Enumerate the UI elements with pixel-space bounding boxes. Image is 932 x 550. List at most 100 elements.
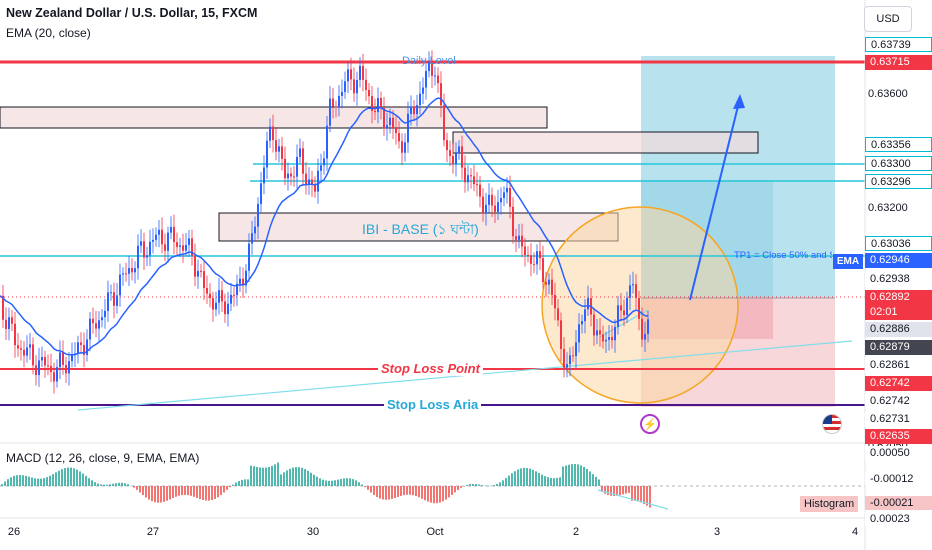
price-tag[interactable]: 0.63036 (865, 236, 932, 251)
price-tag[interactable]: 0.63300 (865, 156, 932, 171)
ibi-base-box[interactable] (218, 212, 619, 242)
candle-body (614, 326, 616, 341)
candle-body (551, 279, 553, 295)
macd-bar (142, 486, 144, 496)
price-tag[interactable]: 0.63739 (865, 37, 932, 52)
tp1-label[interactable]: TP1 = Close 50% and S (734, 250, 832, 261)
supply-box-2[interactable] (452, 131, 759, 154)
macd-bar (643, 486, 645, 505)
candle-body (443, 105, 445, 141)
macd-bar (439, 486, 441, 503)
price-tag[interactable]: 0.62886 (865, 322, 932, 337)
macd-bar (205, 486, 207, 501)
macd-bar (46, 477, 48, 486)
currency-button[interactable]: USD (864, 6, 912, 32)
price-tag[interactable]: 0.62879 (865, 340, 932, 355)
price-tag[interactable]: 0.63356 (865, 137, 932, 152)
macd-bar (295, 467, 297, 486)
candle-body (572, 355, 574, 357)
symbol-title[interactable]: New Zealand Dollar / U.S. Dollar, 15, FX… (6, 6, 258, 20)
ema-legend[interactable]: EMA (20, close) (6, 26, 91, 40)
projection-arrow[interactable] (689, 97, 741, 301)
price-tag[interactable]: 0.62731 (865, 412, 932, 427)
macd-bar (265, 467, 267, 486)
candle-body (29, 344, 31, 348)
price-tag[interactable]: 0.62635 (865, 429, 932, 444)
ema-line[interactable] (0, 97, 649, 356)
macd-bar (217, 486, 219, 498)
macd-bar (223, 486, 225, 493)
macd-bar (622, 486, 624, 495)
candle-body (557, 308, 559, 321)
macd-bar (343, 478, 345, 486)
macd-bar (289, 468, 291, 486)
supply-box-1[interactable] (0, 106, 548, 129)
candle-body (533, 263, 535, 265)
macd-bar (178, 486, 180, 496)
lightning-event-icon[interactable]: ⚡ (640, 414, 660, 434)
price-tag[interactable]: 0.62742 (865, 394, 932, 409)
price-tag[interactable]: 0.62938 (865, 272, 932, 287)
candle-body (596, 330, 598, 336)
candle-body (560, 320, 562, 349)
candle-body (626, 297, 628, 316)
candle-body (314, 184, 316, 192)
candle-body (395, 128, 397, 134)
macd-bar (595, 476, 597, 486)
candle-body (446, 140, 448, 151)
stop-loss-aria-label[interactable]: Stop Loss Aria (384, 397, 482, 412)
candle-body (506, 188, 508, 193)
price-tag[interactable]: 0.62946 (865, 253, 932, 268)
candle-body (524, 246, 526, 255)
candle-body (515, 236, 517, 240)
macd-bar (121, 482, 123, 486)
stop-loss-point-label[interactable]: Stop Loss Point (378, 361, 483, 376)
price-tag[interactable]: 02:01 (865, 305, 932, 320)
macd-bar (88, 478, 90, 486)
price-tag[interactable]: 0.62861 (865, 358, 932, 373)
macd-bar (220, 486, 222, 496)
candle-body (38, 360, 40, 376)
macd-bar (562, 466, 564, 486)
daily-level-label[interactable]: Daily Level (402, 55, 456, 67)
macd-bar (370, 486, 372, 493)
macd-bar (280, 474, 282, 486)
ibi-base-label[interactable]: IBI - BASE (১ ঘন্টা) (362, 221, 479, 237)
price-tag[interactable]: 0.63715 (865, 55, 932, 70)
macd-bar (91, 480, 93, 486)
macd-bar (577, 464, 579, 486)
macd-bar (436, 486, 438, 504)
price-tag[interactable]: 0.63296 (865, 174, 932, 189)
price-tag[interactable]: 0.62742 (865, 376, 932, 391)
macd-bar (544, 476, 546, 486)
macd-bar (226, 486, 228, 490)
candle-body (473, 176, 475, 185)
candle-body (8, 317, 10, 330)
macd-bar (322, 479, 324, 486)
macd-bar (565, 465, 567, 486)
macd-bar (520, 468, 522, 486)
price-tag[interactable]: 0.62892 (865, 290, 932, 305)
us-flag-icon[interactable] (822, 414, 842, 434)
candle-body (416, 105, 418, 115)
candle-body (245, 270, 247, 286)
candle-body (233, 294, 235, 296)
macd-bar (379, 486, 381, 499)
candle-body (230, 294, 232, 304)
candle-body (176, 242, 178, 247)
candle-body (221, 290, 223, 302)
candle-body (86, 339, 88, 355)
macd-bar (244, 479, 246, 486)
macd-bar (547, 477, 549, 486)
macd-bar (514, 471, 516, 486)
candle-body (332, 98, 334, 107)
candle-body (608, 337, 610, 340)
macd-bar (82, 473, 84, 486)
macd-legend[interactable]: MACD (12, 26, close, 9, EMA, EMA) (6, 451, 200, 465)
macd-tag: 0.00050 (865, 446, 932, 460)
candle-body (143, 241, 145, 258)
macd-bar (7, 479, 9, 486)
candle-body (431, 62, 433, 76)
histogram-label: Histogram (800, 496, 859, 512)
